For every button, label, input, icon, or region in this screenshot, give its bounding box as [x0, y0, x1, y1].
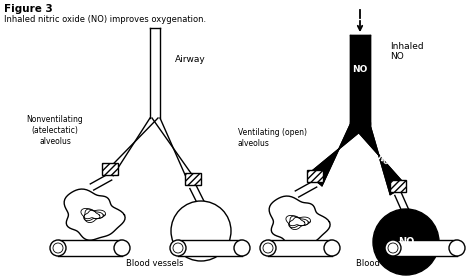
Circle shape	[170, 240, 186, 256]
Circle shape	[263, 243, 273, 253]
FancyBboxPatch shape	[393, 240, 457, 256]
Polygon shape	[152, 118, 196, 185]
Circle shape	[449, 240, 465, 256]
Polygon shape	[190, 185, 204, 205]
Text: NO: NO	[352, 65, 368, 75]
Polygon shape	[107, 118, 158, 176]
Polygon shape	[91, 174, 112, 190]
Polygon shape	[150, 115, 160, 121]
Text: Inhaled
NO: Inhaled NO	[390, 42, 424, 61]
Bar	[307, 170, 323, 182]
Circle shape	[50, 240, 66, 256]
Text: Inhaled nitric oxide (NO) improves oxygenation.: Inhaled nitric oxide (NO) improves oxyge…	[4, 15, 206, 24]
FancyBboxPatch shape	[268, 240, 332, 256]
Polygon shape	[350, 35, 370, 125]
Text: Figure 3: Figure 3	[4, 4, 53, 14]
Circle shape	[373, 209, 439, 275]
Text: NO: NO	[375, 152, 391, 167]
Bar	[102, 163, 118, 175]
Bar	[185, 173, 201, 185]
Text: Blood vessels: Blood vessels	[126, 259, 184, 268]
Polygon shape	[350, 122, 370, 128]
Circle shape	[53, 243, 63, 253]
Circle shape	[388, 243, 398, 253]
Text: Blood vessels: Blood vessels	[356, 259, 414, 268]
Polygon shape	[295, 181, 317, 197]
Circle shape	[114, 240, 130, 256]
Text: Nonventilating
(atelectatic)
alveolus: Nonventilating (atelectatic) alveolus	[27, 115, 83, 146]
Text: Ventilating (open)
alveolus: Ventilating (open) alveolus	[238, 128, 307, 148]
FancyBboxPatch shape	[178, 240, 242, 256]
Polygon shape	[308, 125, 368, 186]
Circle shape	[385, 240, 401, 256]
Text: NO: NO	[398, 237, 414, 247]
Circle shape	[171, 201, 231, 261]
Circle shape	[324, 240, 340, 256]
Bar	[390, 180, 406, 192]
Text: Airway: Airway	[175, 55, 206, 64]
Polygon shape	[395, 193, 409, 213]
FancyBboxPatch shape	[58, 240, 122, 256]
Polygon shape	[352, 125, 406, 195]
Circle shape	[173, 243, 183, 253]
Circle shape	[260, 240, 276, 256]
Circle shape	[234, 240, 250, 256]
Polygon shape	[150, 28, 160, 118]
Polygon shape	[269, 196, 330, 247]
Polygon shape	[64, 189, 125, 240]
